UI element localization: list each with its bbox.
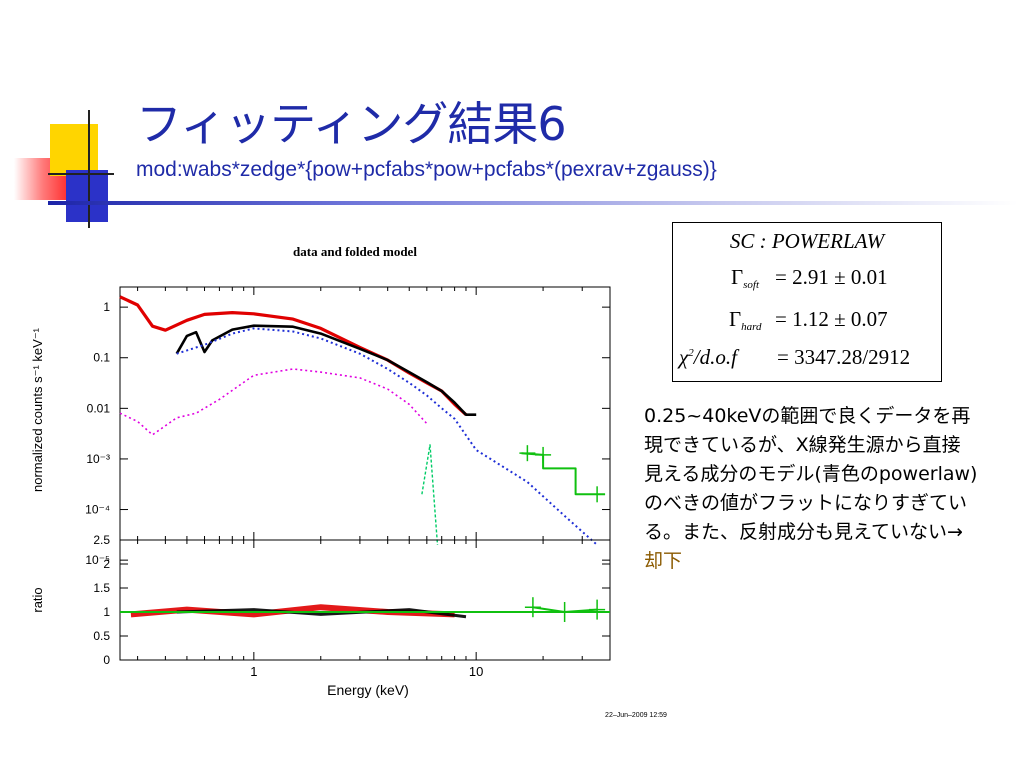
red-data-series bbox=[119, 295, 468, 416]
top-y-axis-label: normalized counts s⁻¹ keV⁻¹ bbox=[30, 327, 45, 492]
gamma-soft-value: = 2.91 ± 0.01 bbox=[775, 265, 888, 289]
y-tick-label: 1.5 bbox=[93, 581, 110, 595]
chi-superscript: 2 bbox=[688, 347, 694, 359]
y-tick-label: 0.01 bbox=[87, 401, 111, 415]
top-panel: 1 0.1 0.01 10⁻³ 10⁻⁴ 10⁻⁵ bbox=[85, 286, 611, 567]
y-tick-label: 10⁻⁴ bbox=[85, 503, 110, 517]
y-tick-label: 1 bbox=[103, 300, 110, 314]
green-gauss-line bbox=[421, 444, 439, 545]
gamma-hard-symbol: Γ bbox=[729, 307, 742, 331]
title-underline bbox=[48, 201, 1018, 205]
gamma-hard-value: = 1.12 ± 0.07 bbox=[775, 307, 888, 331]
y-tick-label: 0.5 bbox=[93, 629, 110, 643]
ratio-panel: 1 10 2.5 2 1.5 1 0.5 0 bbox=[93, 533, 611, 679]
x-tick-label: 10 bbox=[469, 664, 483, 679]
chart-title: data and folded model bbox=[293, 244, 417, 259]
y-tick-label: 2 bbox=[103, 557, 110, 571]
reject-label: 却下 bbox=[644, 550, 683, 572]
magenta-model-components bbox=[119, 368, 428, 436]
explanation-body: 0.25~40keVの範囲で良くデータを再現できているが、X線発生源から直接見え… bbox=[644, 405, 978, 543]
bottom-y-axis-label: ratio bbox=[30, 587, 45, 612]
green-hard-data bbox=[521, 452, 605, 496]
gamma-soft-symbol: Γ bbox=[731, 265, 744, 289]
chi-squared-value: = 3347.28/2912 bbox=[777, 345, 911, 369]
ratio-panel-frame bbox=[119, 539, 611, 661]
ornament-horizontal-line bbox=[48, 173, 114, 175]
y-tick-label: 0 bbox=[103, 653, 110, 667]
black-data-series bbox=[175, 324, 477, 416]
gamma-soft-subscript: soft bbox=[743, 279, 760, 291]
dof-label: /d.o.f bbox=[693, 345, 737, 369]
blue-square bbox=[66, 170, 108, 222]
explanation-text: 0.25~40keVの範囲で良くデータを再現できているが、X線発生源から直接見え… bbox=[644, 402, 979, 576]
x-tick-label: 1 bbox=[250, 664, 257, 679]
y-tick-label: 10⁻⁵ bbox=[85, 553, 110, 567]
chi-symbol: χ bbox=[679, 345, 689, 369]
fit-results-box: SC : POWERLAW Γsoft = 2.91 ± 0.01 Γhard … bbox=[672, 222, 942, 382]
model-expression: mod:wabs*zedge*{pow+pcfabs*pow+pcfabs*(p… bbox=[136, 158, 717, 181]
yellow-square bbox=[50, 124, 98, 176]
slide-title: フィッティング結果6 bbox=[136, 97, 567, 151]
timestamp: 22–Jun–2009 12:59 bbox=[605, 712, 667, 719]
x-axis-label: Energy (keV) bbox=[327, 682, 409, 698]
ornament-vertical-line bbox=[88, 110, 90, 228]
blue-powerlaw-model bbox=[176, 327, 598, 546]
fit-model-name: SC : POWERLAW bbox=[729, 229, 885, 253]
y-tick-label: 1 bbox=[103, 605, 110, 619]
y-tick-label: 2.5 bbox=[93, 533, 110, 547]
chart-background bbox=[118, 540, 612, 660]
gamma-hard-subscript: hard bbox=[741, 321, 762, 333]
y-tick-label: 0.1 bbox=[93, 351, 110, 365]
y-tick-label: 10⁻³ bbox=[86, 452, 110, 466]
